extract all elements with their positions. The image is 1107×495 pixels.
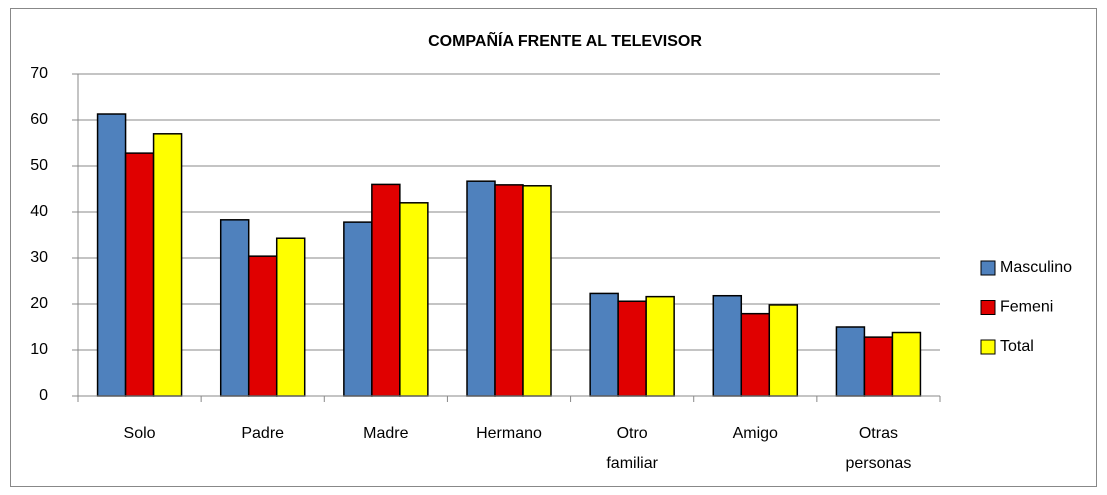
bar: [96, 113, 127, 397]
legend-label: Masculino: [1000, 259, 1072, 276]
bar: [863, 336, 894, 397]
x-tick-label: Solo: [124, 425, 156, 442]
bar: [712, 294, 743, 397]
bar: [891, 331, 922, 397]
y-tick-label: 0: [39, 387, 48, 404]
x-tick-label: Madre: [363, 425, 408, 442]
bar: [343, 221, 373, 397]
bar: [835, 326, 866, 397]
y-tick-label: 70: [30, 65, 48, 82]
bar: [399, 202, 429, 397]
bar: [740, 312, 771, 397]
legend-label: Femeni: [1000, 299, 1053, 316]
y-tick-label: 50: [30, 157, 48, 174]
bar: [617, 300, 647, 397]
bar: [152, 133, 183, 397]
bar: [494, 184, 524, 397]
bar: [522, 185, 552, 397]
y-tick-label: 10: [30, 341, 48, 358]
y-tick-label: 30: [30, 249, 48, 266]
legend-swatch: [980, 339, 996, 355]
chart-border: [10, 8, 1097, 487]
chart-title: COMPAÑÍA FRENTE AL TELEVISOR: [428, 30, 702, 50]
bar: [124, 152, 155, 397]
bar: [219, 219, 250, 397]
bar: [645, 295, 675, 397]
y-tick-label: 20: [30, 295, 48, 312]
y-tick-label: 60: [30, 111, 48, 128]
bar: [275, 237, 306, 397]
bar: [466, 180, 496, 397]
legend-swatch: [980, 300, 996, 315]
bar: [589, 292, 619, 397]
y-tick-label: 40: [30, 203, 48, 220]
x-tick-label: Amigo: [733, 425, 778, 442]
bar: [371, 183, 401, 397]
legend-label: Total: [1000, 338, 1034, 355]
legend-swatch: [980, 260, 996, 276]
bar: [247, 255, 278, 397]
x-tick-label: Hermano: [476, 425, 542, 442]
x-tick-label: Otro familiar: [606, 425, 658, 472]
x-tick-label: Padre: [241, 425, 284, 442]
x-tick-label: Otras personas: [846, 425, 912, 472]
bar: [768, 304, 799, 397]
